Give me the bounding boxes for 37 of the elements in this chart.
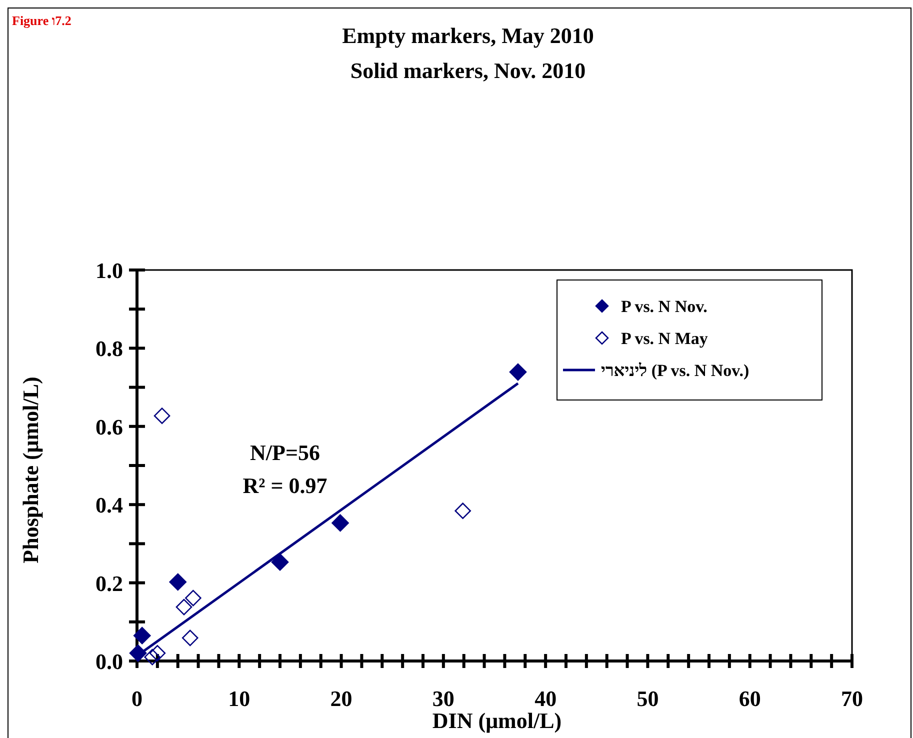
- x-tick-label: 20: [330, 686, 352, 711]
- x-tick-label: 70: [841, 686, 863, 711]
- point: [176, 598, 192, 616]
- chart-title: Empty markers, May 2010: [342, 23, 594, 48]
- x-tick-label: 30: [432, 686, 454, 711]
- point: [144, 648, 160, 666]
- x-axis-title: DIN (μmol/L): [432, 708, 562, 733]
- annotation: R² = 0.97: [242, 473, 328, 498]
- point: [169, 573, 187, 591]
- text: Figure ו7.2: [12, 13, 72, 28]
- point: [185, 590, 202, 606]
- legend-label: P vs. N May: [621, 329, 708, 348]
- point: [182, 630, 198, 646]
- y-tick-label: 1.0: [96, 258, 123, 283]
- point: [509, 363, 527, 381]
- x-tick-label: 40: [534, 686, 557, 711]
- y-tick-label: 0.2: [96, 570, 123, 596]
- legend-label: ליניארי (P vs. N Nov.): [601, 361, 750, 380]
- point: [133, 626, 151, 644]
- point: [154, 408, 170, 424]
- point: [454, 502, 471, 520]
- legend-label: P vs. N Nov.: [621, 297, 708, 316]
- chart-subtitle: Solid markers, Nov. 2010: [350, 58, 586, 83]
- y-tick-label: 0.4: [96, 492, 123, 518]
- annotation: N/P=56: [250, 440, 320, 465]
- x-tick-label: 0: [132, 686, 142, 711]
- x-tick-label: 50: [636, 686, 659, 711]
- y-tick-label: 0.6: [96, 414, 123, 440]
- point: [129, 644, 147, 662]
- point: [271, 553, 289, 571]
- y-axis-title: Phosphate (μmol/L): [18, 376, 43, 564]
- x-tick-label: 10: [228, 686, 250, 711]
- x-tick-label: 60: [738, 686, 761, 711]
- y-tick-label: 0.0: [96, 649, 123, 674]
- point: [149, 645, 166, 662]
- y-tick-label: 0.8: [96, 336, 123, 362]
- point: [332, 514, 349, 532]
